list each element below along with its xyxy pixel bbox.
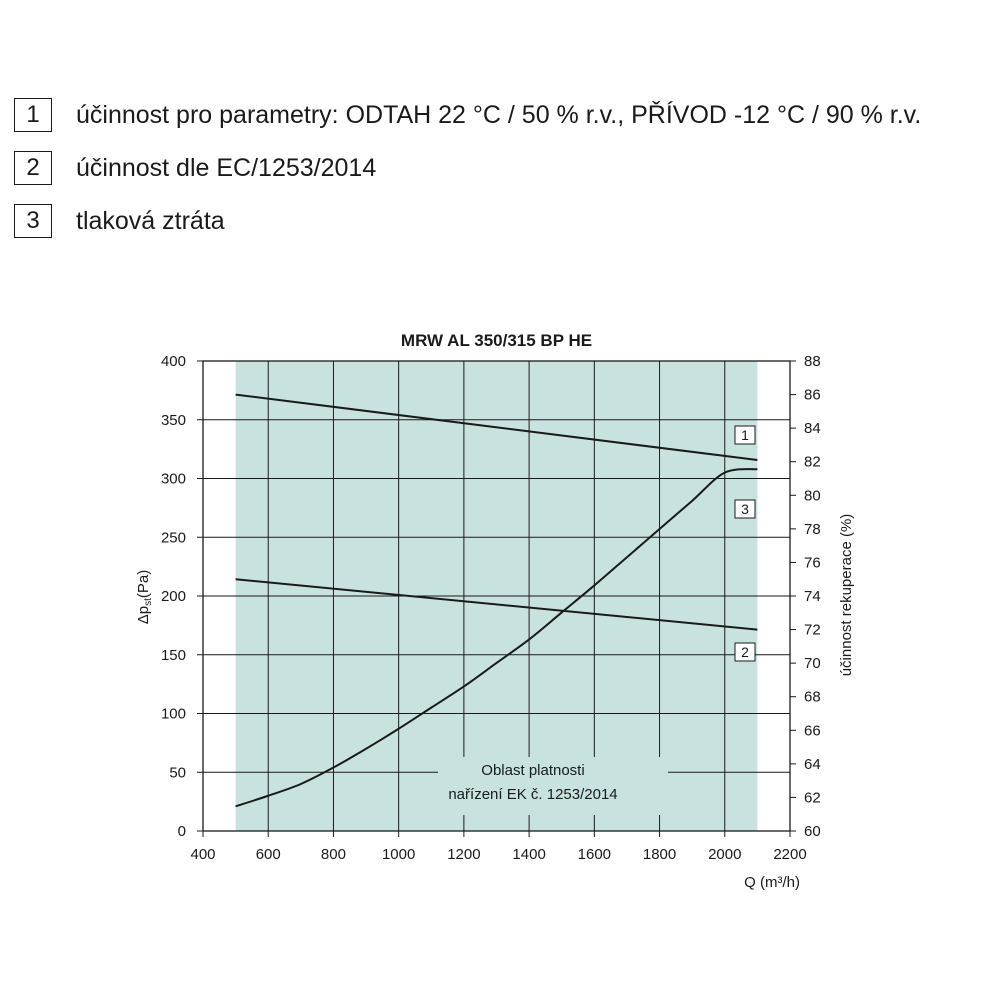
x-tick-label: 1400 — [512, 846, 545, 863]
y2-tick-label: 74 — [804, 588, 821, 605]
legend-number-box: 2 — [14, 151, 52, 185]
x-tick-label: 400 — [190, 846, 215, 863]
y2-tick-label: 62 — [804, 789, 821, 806]
series-label-box-3 — [734, 499, 756, 519]
y2-tick-label: 68 — [804, 689, 821, 706]
chart-title: MRW AL 350/315 BP HE — [401, 331, 592, 350]
y-axis-label: Δpst(Pa) — [135, 570, 154, 625]
series-label-box-2 — [734, 642, 756, 662]
series-label-1: 1 — [741, 427, 749, 443]
y2-tick-label: 84 — [804, 420, 821, 437]
y-tick-label: 250 — [161, 529, 186, 546]
series-line-3 — [235, 468, 758, 808]
series-line-2 — [235, 578, 758, 631]
y2-tick-label: 64 — [804, 756, 821, 773]
x-tick-label: 800 — [321, 846, 346, 863]
x-tick-label: 1600 — [578, 846, 611, 863]
x-tick-label: 2200 — [773, 846, 806, 863]
y2-tick-label: 80 — [804, 487, 821, 504]
y-tick-label: 100 — [161, 706, 186, 723]
y2-tick-label: 76 — [804, 554, 821, 571]
y2-tick-label: 66 — [804, 722, 821, 739]
series-label-2: 2 — [741, 644, 749, 660]
series-label-box-1 — [734, 425, 756, 445]
legend-label: tlaková ztráta — [76, 207, 225, 235]
legend-label: účinnost pro parametry: ODTAH 22 °C / 50… — [76, 101, 922, 129]
validity-region-label-bg — [438, 757, 668, 815]
y2-tick-label: 86 — [804, 387, 821, 404]
legend-number-box: 1 — [14, 98, 52, 132]
validity-region-label-line1: Oblast platnosti — [481, 762, 584, 779]
y-tick-label: 0 — [178, 823, 186, 840]
legend-number-box: 3 — [14, 204, 52, 238]
y-tick-label: 300 — [161, 471, 186, 488]
x-tick-label: 1200 — [447, 846, 480, 863]
y-tick-label: 200 — [161, 588, 186, 605]
validity-region-label-line2: nařízení EK č. 1253/2014 — [448, 786, 617, 803]
y2-tick-label: 60 — [804, 823, 821, 840]
y2-tick-label: 70 — [804, 655, 821, 672]
y2-tick-label: 72 — [804, 622, 821, 639]
legend-label: účinnost dle EC/1253/2014 — [76, 154, 377, 182]
x-tick-label: 1800 — [643, 846, 676, 863]
x-axis-label: Q (m³/h) — [744, 874, 800, 891]
y2-tick-label: 82 — [804, 454, 821, 471]
series-line-1 — [235, 393, 758, 462]
y2-tick-label: 78 — [804, 521, 821, 538]
y-tick-label: 150 — [161, 647, 186, 664]
x-tick-label: 1000 — [382, 846, 415, 863]
y-tick-label: 400 — [161, 353, 186, 370]
series-label-3: 3 — [741, 501, 749, 517]
x-tick-label: 2000 — [708, 846, 741, 863]
x-tick-label: 600 — [256, 846, 281, 863]
y2-tick-label: 88 — [804, 353, 821, 370]
y2-axis-label: účinnost rekuperace (%) — [838, 514, 855, 677]
y-tick-label: 350 — [161, 412, 186, 429]
y-tick-label: 50 — [169, 764, 186, 781]
